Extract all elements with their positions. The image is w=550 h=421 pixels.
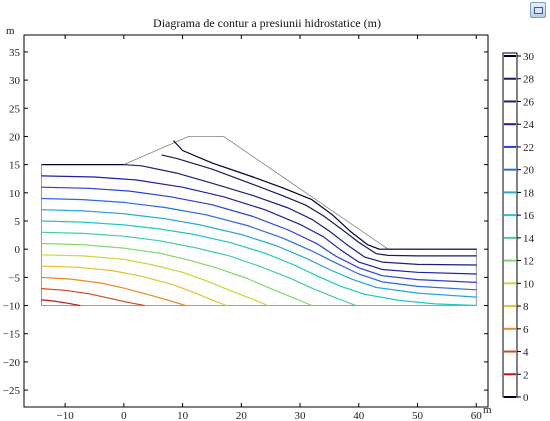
contour-line-6 [40,276,187,307]
plot-frame [23,34,489,408]
y-axis-ticks: −25 −20 −15 −10 −5 0 5 10 15 20 25 30 35 [3,47,488,397]
x-axis-ticks: −10 0 10 20 30 40 50 60 [57,35,483,421]
y-tick-label: 15 [9,160,21,172]
contour-line-10 [40,254,269,307]
domain-outline-layer [41,136,477,306]
colorbar-tick-label: 8 [523,301,529,313]
y-axis-unit: m [6,25,15,37]
contour-line-8 [40,265,228,307]
chart-title: Diagrama de contur a presiunii hidrostat… [153,16,381,30]
contour-line-24 [40,175,477,275]
contour-line-12 [40,242,313,307]
x-tick-label: 0 [121,410,127,421]
colorbar-tick-label: 6 [523,324,529,336]
x-axis-unit: m [483,404,492,416]
colorbar-tick-label: 0 [523,392,529,404]
contour-line-20 [40,197,477,291]
y-tick-label: 0 [15,244,21,256]
contour-line-30 [173,140,477,250]
y-tick-label: −25 [3,385,21,397]
y-tick-label: −15 [3,329,21,341]
y-tick-label: 10 [9,188,21,200]
colorbar-tick-label: 28 [523,74,535,86]
colorbar-tick-label: 26 [523,96,535,108]
y-tick-label: −20 [3,357,21,369]
colorbar-tick-label: 4 [523,347,529,359]
colorbar-tick-label: 30 [523,51,535,63]
x-tick-label: 40 [353,410,365,421]
colorbar-tick-label: 20 [523,165,535,177]
x-tick-label: 20 [236,410,248,421]
y-tick-label: 25 [9,103,21,115]
colorbar-tick-label: 12 [523,256,534,268]
x-tick-label: 50 [412,410,424,421]
y-tick-label: 5 [15,216,21,228]
colorbar-tick-label: 18 [523,187,535,199]
colorbar-tick-label: 10 [523,278,535,290]
colorbar-tick-label: 22 [523,142,534,154]
contour-line-18 [40,209,477,298]
y-tick-label: −5 [8,272,20,284]
colorbar-tick-label: 24 [523,119,535,131]
export-icon[interactable] [530,2,546,18]
contour-line-28 [161,154,477,257]
x-tick-label: 60 [471,410,483,421]
y-tick-label: 20 [9,131,21,143]
x-tick-label: 10 [177,410,189,421]
y-tick-label: 30 [9,75,21,87]
colorbar-tick-label: 2 [523,369,529,381]
x-tick-label: −10 [57,410,75,421]
colorbar-tick-label: 16 [523,210,535,222]
contour-line-22 [40,186,477,283]
y-tick-label: −10 [3,301,21,313]
contour-line-2 [40,299,81,307]
contour-line-14 [40,231,357,307]
contour-line-16 [40,220,477,307]
contour-lines-layer [40,140,477,307]
colorbar-tick-label: 14 [523,233,535,245]
y-tick-label: 35 [9,47,21,59]
contour-line-26 [123,164,477,266]
colorbar-frame [502,52,518,398]
x-tick-label: 30 [295,410,307,421]
contour-line-4 [40,288,145,307]
